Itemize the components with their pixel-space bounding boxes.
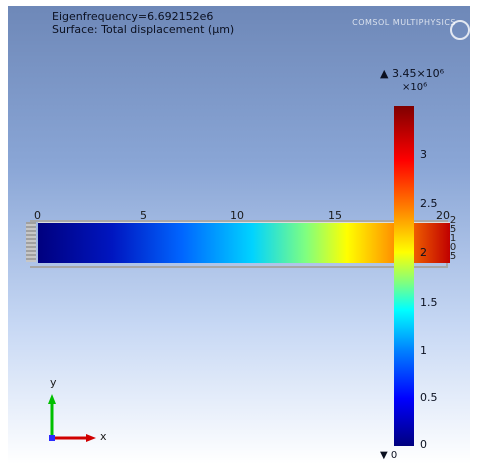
colorbar-max-label: ▲ 3.45×10⁶ [380,67,445,80]
x-axis-label: x [100,430,107,443]
colorbar-legend [394,106,414,446]
surface-subtitle: Surface: Total displacement (μm) [52,23,235,36]
colorbar-exponent-label: ×10⁶ [402,82,428,93]
x-tick-5: 5 [140,209,147,222]
fixed-support [26,222,36,262]
colorbar-tick-3: 3 [420,148,427,161]
axes-triad-icon [48,394,96,442]
axes-triad: y x [32,376,122,450]
x-tick-0: 0 [34,209,41,222]
clipped-digit: 0 [449,242,457,253]
eigenfrequency-title: Eigenfrequency=6.692152e6 [52,10,214,23]
y-axis-label: y [50,376,57,389]
colorbar-tick-0-5: 0.5 [420,391,438,404]
clipped-digit: 2 [449,215,457,226]
x-tick-10: 10 [230,209,244,222]
colorbar-tick-2: 2 [420,246,427,259]
clipped-digit: 1 [449,233,457,244]
x-tick-15: 15 [328,209,342,222]
beam-displacement-surface [38,222,450,263]
colorbar-tick-2-5: 2.5 [420,197,438,210]
colorbar-min-label: ▼ 0 [380,450,398,461]
colorbar-tick-1-5: 1.5 [420,296,438,309]
colorbar-tick-1: 1 [420,344,427,357]
graphics-viewport[interactable]: Eigenfrequency=6.692152e6 Surface: Total… [8,6,470,464]
plot-header: Eigenfrequency=6.692152e6 Surface: Total… [52,10,234,36]
clipped-digit: 5 [449,251,457,262]
comsol-logo: COMSOL MULTIPHYSICS [352,18,456,27]
comsol-logo-icon [450,20,470,40]
colorbar-tick-0: 0 [420,438,427,451]
clipped-tick-digits: 2 5 1 0 5 [448,215,458,262]
clipped-digit: 5 [449,224,457,235]
x-tick-20: 20 [436,209,450,222]
